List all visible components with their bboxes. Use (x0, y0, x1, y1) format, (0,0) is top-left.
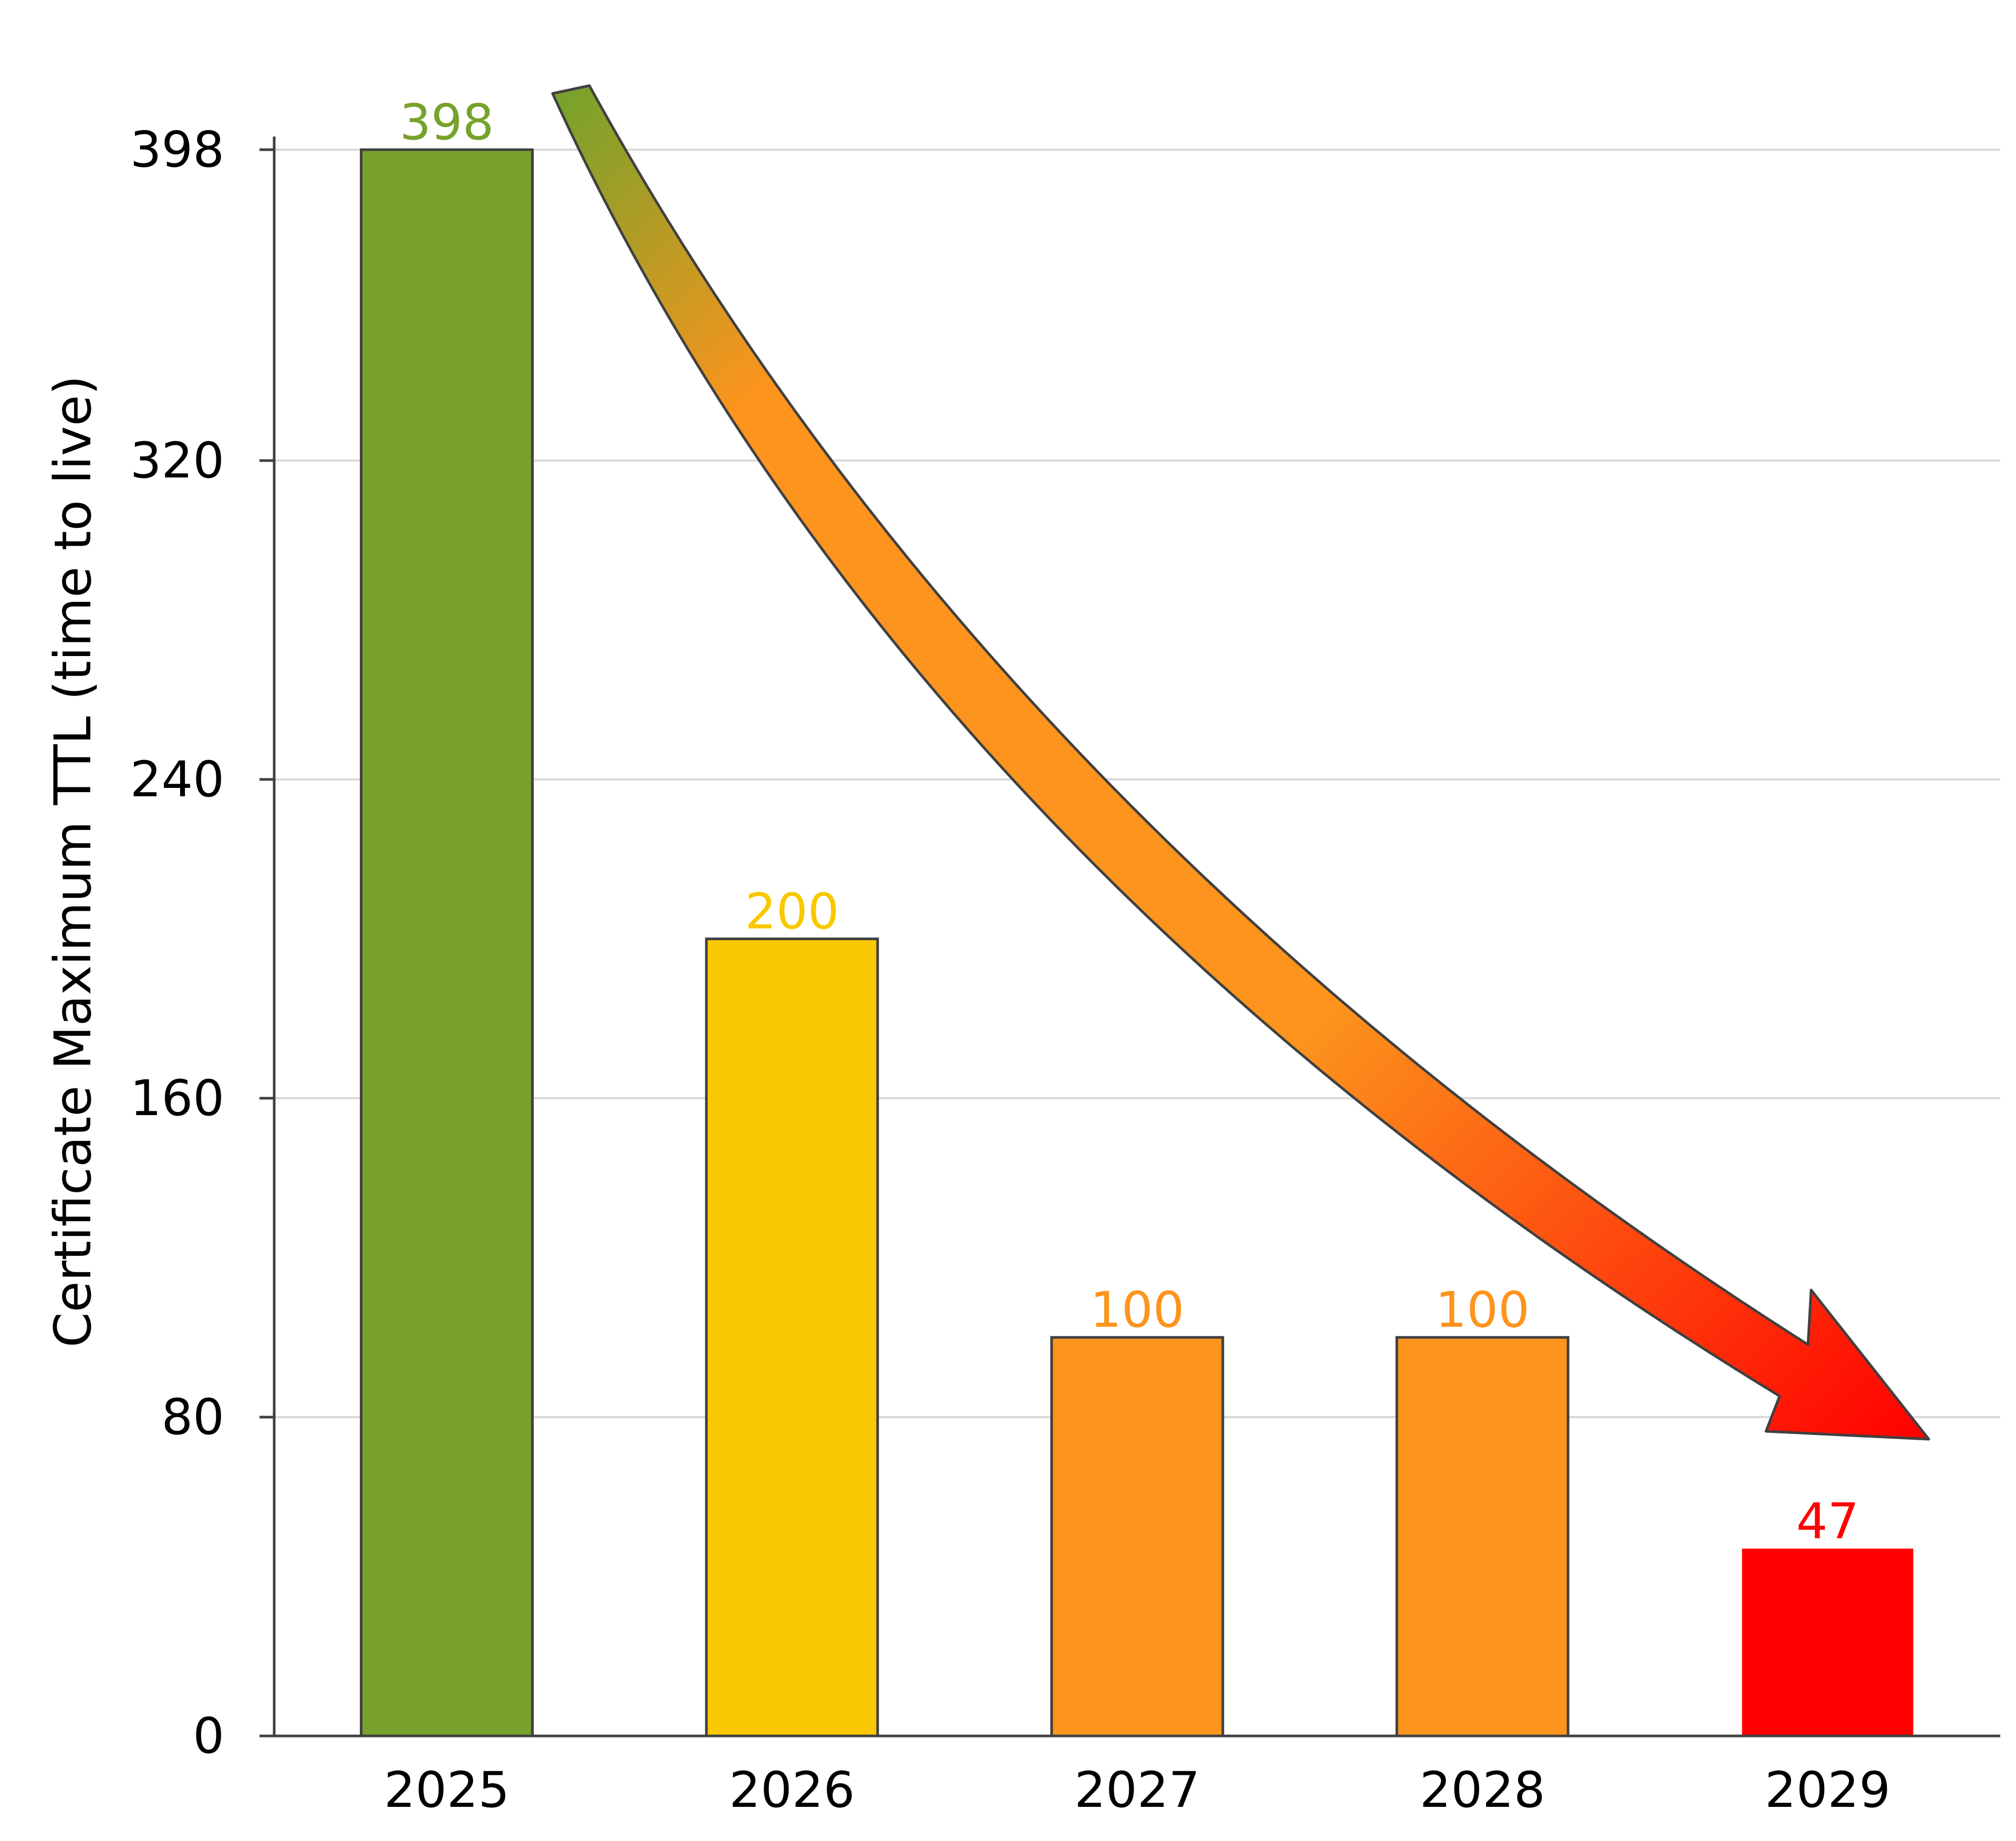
x-tick-label-2027: 2027 (1074, 1762, 1200, 1819)
data-label-2028: 100 (1435, 1282, 1529, 1339)
bars (360, 148, 1914, 1738)
gridlines (274, 149, 2000, 1418)
bar-2025 (360, 148, 534, 1738)
bar-2026 (705, 937, 879, 1738)
y-tick-label: 80 (161, 1389, 224, 1446)
y-tick-label: 0 (193, 1708, 224, 1765)
trend-arrow (551, 84, 1930, 1441)
y-axis-title: Certificate Maximum TTL (time to live) (44, 376, 102, 1348)
x-tick-labels: 2025 2026 2027 2028 2029 (384, 1762, 1890, 1819)
x-tick-label-2025: 2025 (384, 1762, 510, 1819)
bar-2028 (1395, 1336, 1570, 1738)
y-tick-label: 160 (130, 1070, 224, 1127)
y-tick-label: 240 (130, 751, 224, 808)
x-tick-label-2026: 2026 (729, 1762, 855, 1819)
data-label-2027: 100 (1090, 1282, 1184, 1339)
data-label-2029: 47 (1796, 1493, 1859, 1550)
y-tick-label: 398 (130, 121, 224, 179)
y-tick-label: 320 (130, 432, 224, 490)
data-label-2026: 200 (745, 883, 839, 940)
data-label-2025: 398 (400, 94, 494, 151)
data-labels: 398 200 100 100 47 (400, 94, 1859, 1550)
y-tick-labels: 0 80 160 240 320 398 (130, 121, 274, 1765)
x-tick-label-2029: 2029 (1765, 1762, 1890, 1819)
bar-2027 (1050, 1336, 1224, 1738)
axes (259, 137, 2000, 1738)
x-tick-label-2028: 2028 (1420, 1762, 1545, 1819)
bar-2029 (1742, 1548, 1914, 1736)
